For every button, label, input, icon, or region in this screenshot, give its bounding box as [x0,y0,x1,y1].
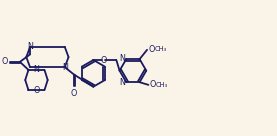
Text: O: O [71,89,77,98]
Text: N: N [62,63,68,72]
Text: CH₃: CH₃ [155,46,167,52]
Text: O: O [149,45,155,54]
Text: O: O [100,55,107,64]
Text: O: O [1,57,7,66]
Text: N: N [119,54,125,63]
Text: O: O [33,86,40,95]
Text: N: N [34,65,39,74]
Text: O: O [150,80,156,89]
Text: N: N [27,42,33,51]
Text: CH₃: CH₃ [156,82,168,88]
Text: N: N [119,78,125,87]
